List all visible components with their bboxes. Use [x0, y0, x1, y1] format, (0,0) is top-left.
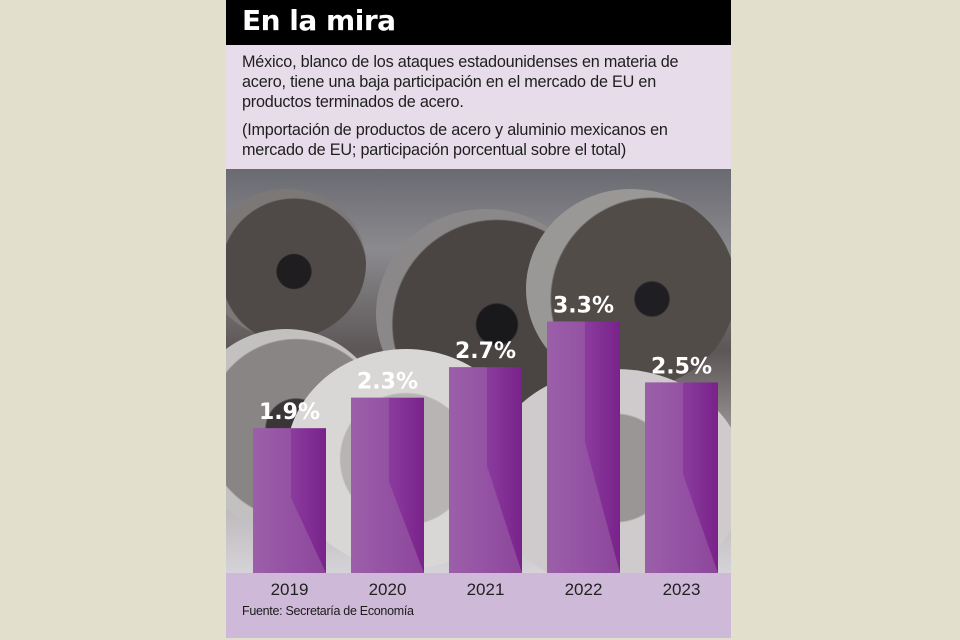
- x-tick-2020: 2020: [369, 580, 407, 599]
- source-note: Fuente: Secretaría de Economía: [242, 604, 414, 618]
- bar-shade-2021: [449, 367, 522, 573]
- bar-shade-2023: [645, 382, 718, 573]
- bar-shade-2020: [351, 397, 424, 573]
- bar-shade-2019: [253, 428, 326, 573]
- x-axis: 2019 2020 2021 2022 2023: [271, 580, 701, 599]
- x-tick-2023: 2023: [663, 580, 701, 599]
- intro-box: México, blanco de los ataques estadounid…: [226, 45, 731, 169]
- data-label-2020: 2.3%: [357, 370, 418, 395]
- data-label-2022: 3.3%: [553, 293, 614, 318]
- bar-shade-2022: [547, 321, 620, 573]
- data-label-2021: 2.7%: [455, 339, 516, 364]
- header-bar: En la mira: [226, 0, 731, 45]
- infographic-panel: En la mira México, blanco de los ataques…: [226, 0, 731, 638]
- x-tick-2022: 2022: [565, 580, 603, 599]
- data-label-2019: 1.9%: [259, 400, 320, 425]
- data-label-2023: 2.5%: [651, 354, 712, 379]
- page-title: En la mira: [242, 4, 396, 37]
- x-tick-2019: 2019: [271, 580, 309, 599]
- bar-chart: 1.9% 2.3% 2.7% 3.3% 2.5%: [253, 293, 718, 573]
- x-tick-2021: 2021: [467, 580, 505, 599]
- intro-text: México, blanco de los ataques estadounid…: [242, 53, 679, 111]
- chart-subtitle: (Importación de productos de acero y alu…: [242, 121, 668, 159]
